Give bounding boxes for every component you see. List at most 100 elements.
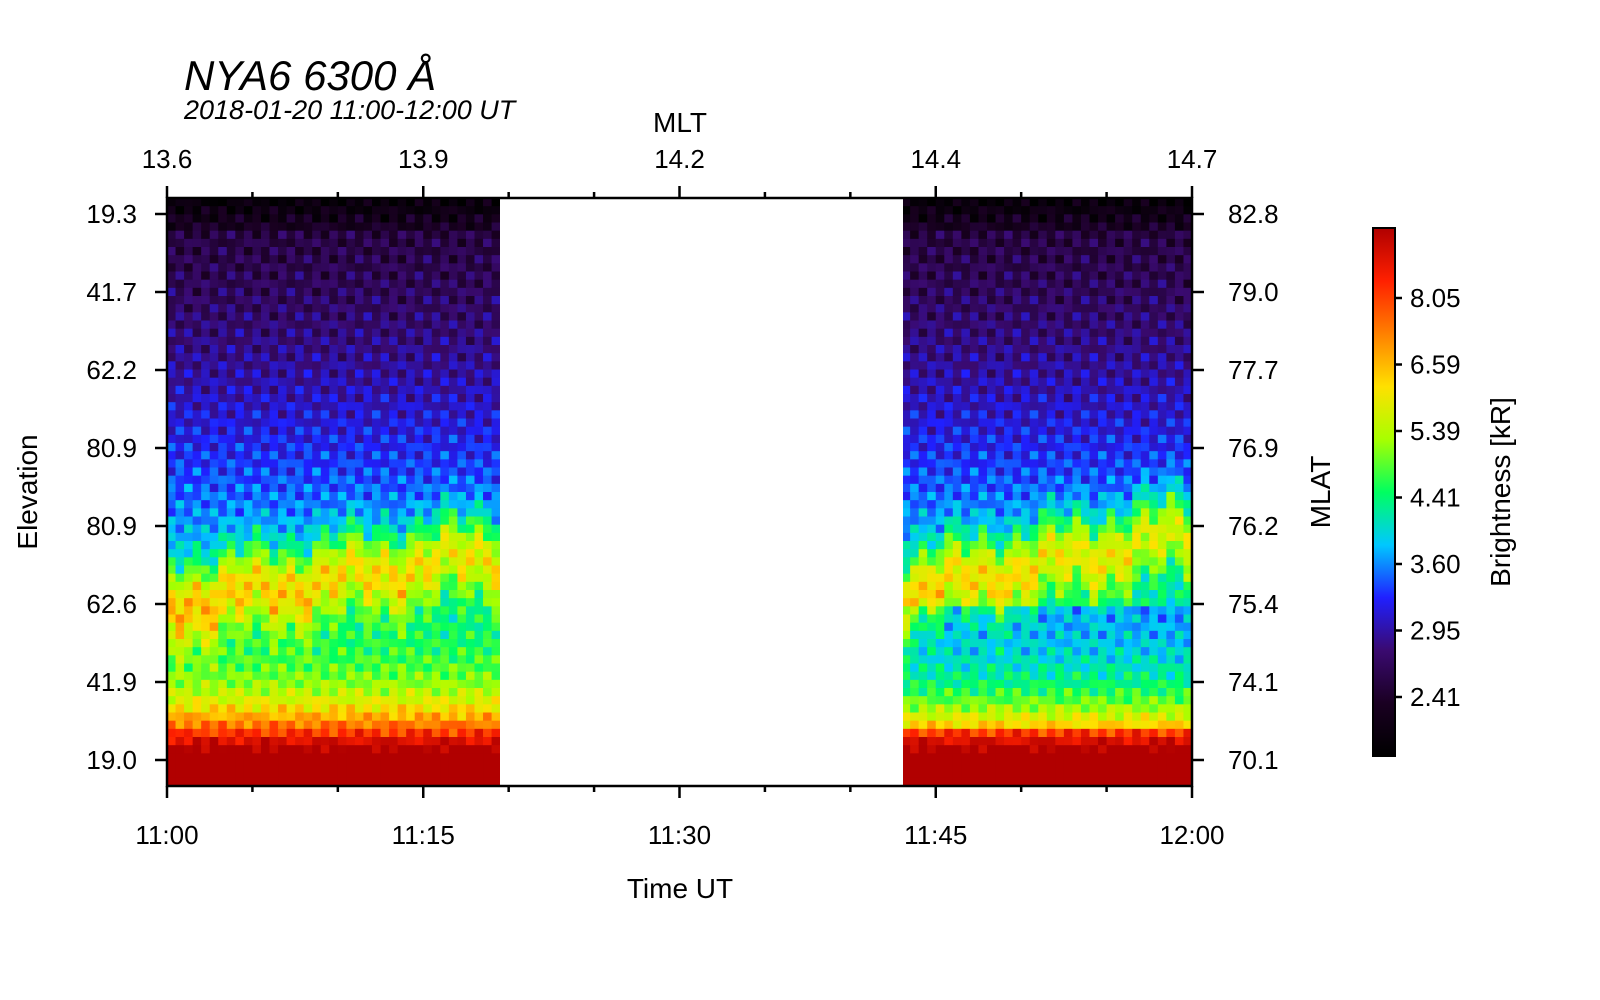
heatmap-cell [235, 345, 245, 354]
heatmap-cell [397, 524, 407, 534]
heatmap-cell [987, 712, 997, 722]
heatmap-cell [175, 647, 185, 656]
heatmap-cell [243, 557, 254, 567]
heatmap-cell [969, 287, 980, 297]
heatmap-cell [474, 516, 484, 526]
heatmap-cell [1106, 271, 1116, 281]
heatmap-cell [1021, 647, 1031, 656]
heatmap-cell [457, 247, 467, 256]
heatmap-cell [987, 304, 997, 313]
heatmap-cell [184, 769, 194, 779]
heatmap-cell [1004, 630, 1014, 640]
heatmap-cell [1038, 769, 1048, 779]
heatmap-cell [1012, 418, 1022, 428]
heatmap-cell [1080, 426, 1091, 436]
heatmap-cell [431, 712, 441, 722]
heatmap-cell [1089, 598, 1099, 607]
heatmap-cell [1021, 720, 1031, 730]
heatmap-cell [260, 557, 271, 567]
heatmap-cell [910, 671, 920, 681]
heatmap-cell [303, 426, 313, 436]
heatmap-cell [260, 532, 271, 542]
heatmap-cell [1132, 345, 1142, 354]
heatmap-cell [218, 402, 228, 411]
heatmap-cell [491, 328, 501, 338]
heatmap-cell [1072, 434, 1082, 444]
heatmap-cell [978, 279, 988, 289]
heatmap-cell [260, 410, 271, 420]
heatmap-cell [901, 541, 911, 550]
heatmap-cell [1080, 394, 1091, 403]
heatmap-cell [209, 704, 219, 714]
heatmap-cell [209, 516, 219, 526]
heatmap-cell [269, 198, 279, 207]
heatmap-cell [927, 573, 937, 583]
heatmap-cell [243, 410, 254, 420]
heatmap-cell [1063, 238, 1074, 248]
heatmap-cell [320, 753, 330, 763]
heatmap-cell [448, 581, 459, 591]
heatmap-cell [1080, 655, 1091, 665]
heatmap-cell [1098, 402, 1108, 411]
heatmap-cell [944, 328, 954, 338]
heatmap-cell [1080, 598, 1091, 607]
heatmap-cell [465, 328, 476, 338]
heatmap-cell [226, 655, 236, 665]
heatmap-cell [192, 745, 202, 754]
heatmap-cell [474, 630, 484, 640]
heatmap-cell [175, 541, 185, 550]
heatmap-cell [1046, 598, 1056, 607]
heatmap-cell [1012, 606, 1022, 616]
heatmap-cell [474, 459, 484, 469]
heatmap-cell [209, 737, 219, 746]
heatmap-cell [457, 639, 467, 648]
heatmap-cell [337, 728, 347, 738]
heatmap-cell [1012, 214, 1022, 224]
heatmap-cell [491, 647, 501, 656]
heatmap-cell [192, 590, 202, 599]
heatmap-cell [901, 753, 911, 763]
heatmap-cell [457, 402, 467, 411]
heatmap-cell [1140, 451, 1150, 460]
heatmap-cell [987, 287, 997, 297]
heatmap-cell [1149, 402, 1159, 411]
heatmap-cell [372, 328, 382, 338]
heatmap-cell [260, 304, 271, 313]
heatmap-cell [927, 769, 937, 779]
heatmap-cell [491, 581, 501, 591]
heatmap-cell [1140, 598, 1150, 607]
heatmap-cell [431, 238, 441, 248]
heatmap-cell [1098, 761, 1108, 771]
heatmap-cell [987, 385, 997, 395]
heatmap-cell [226, 443, 236, 452]
heatmap-cell [1029, 336, 1039, 346]
heatmap-cell [1072, 206, 1082, 215]
heatmap-cell [1029, 312, 1039, 322]
heatmap-cell [389, 696, 399, 705]
heatmap-cell [1115, 737, 1125, 746]
heatmap-cell [944, 402, 954, 411]
heatmap-cell [167, 622, 177, 632]
heatmap-cell [995, 222, 1005, 232]
heatmap-cell [184, 255, 194, 264]
heatmap-cell [961, 328, 971, 338]
heatmap-cell [483, 712, 493, 722]
heatmap-cell [389, 500, 399, 509]
heatmap-cell [440, 753, 450, 763]
heatmap-cell [927, 581, 937, 591]
heatmap-cell [935, 647, 945, 656]
heatmap-cell [457, 230, 467, 240]
heatmap-cell [372, 467, 382, 477]
heatmap-cell [226, 590, 236, 599]
heatmap-cell [1140, 312, 1150, 322]
heatmap-cell [901, 394, 911, 403]
heatmap-cell [192, 214, 202, 224]
heatmap-cell [1089, 492, 1099, 501]
heatmap-cell [175, 655, 185, 665]
heatmap-cell [209, 524, 219, 534]
heatmap-cell [952, 312, 962, 322]
heatmap-cell [448, 573, 459, 583]
heatmap-cell [218, 696, 228, 705]
heatmap-cell [286, 769, 296, 779]
heatmap-cell [901, 630, 911, 640]
